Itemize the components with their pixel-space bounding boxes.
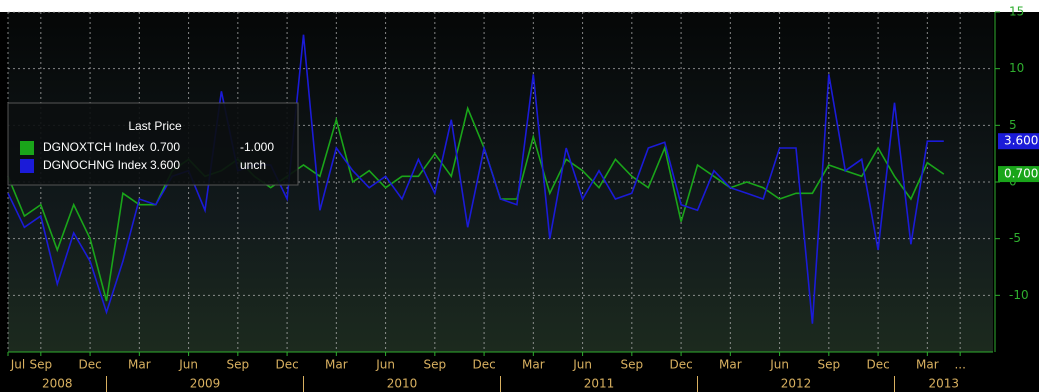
x-tick-label: Sep [30, 358, 53, 372]
legend-name: DGNOXTCH Index [43, 140, 144, 154]
year-label: 2009 [190, 377, 221, 391]
x-tick-label: Jun [769, 358, 789, 372]
x-tick-label: Dec [472, 358, 495, 372]
y-tick-label: -5 [1009, 231, 1021, 245]
y-tick-label: 15 [1009, 5, 1024, 19]
y-tick-label: -10 [1009, 288, 1029, 302]
y-tick-label: 5 [1009, 118, 1017, 132]
series-line [7, 105, 945, 302]
last-value-label: 0.700 [1004, 167, 1038, 181]
legend-swatch [20, 141, 34, 155]
x-tick-label: Sep [818, 358, 841, 372]
legend-change: unch [240, 158, 266, 172]
legend-title: Last Price [128, 119, 182, 133]
year-label: 2012 [781, 377, 812, 391]
year-label: 2010 [387, 377, 418, 391]
legend-swatch [20, 159, 34, 173]
x-tick-label: Dec [275, 358, 298, 372]
x-tick-label: Mar [916, 358, 939, 372]
year-label: 2011 [584, 377, 615, 391]
last-value-tag [998, 133, 1039, 150]
x-tick-label: Mar [719, 358, 742, 372]
year-label: 2008 [42, 377, 73, 391]
series-line [7, 34, 944, 324]
x-tick-label: Mar [325, 358, 348, 372]
x-tick-label: Jun [178, 358, 198, 372]
x-tick-label: Dec [866, 358, 889, 372]
legend-name: DGNOCHNG Index [43, 158, 147, 172]
legend-last: 3.600 [150, 158, 180, 172]
x-tick-label: Sep [621, 358, 644, 372]
x-tick-label: Sep [424, 358, 447, 372]
x-tick-label: Jun [572, 358, 592, 372]
x-tick-label: Jul [10, 358, 25, 372]
x-tick-label: ... [954, 358, 965, 372]
legend-box [7, 102, 299, 186]
x-tick-label: Mar [522, 358, 545, 372]
y-tick-label: 10 [1009, 61, 1024, 75]
year-label: 2013 [928, 377, 959, 391]
x-tick-label: Jun [375, 358, 395, 372]
legend-last: 0.700 [150, 140, 180, 154]
legend-change: -1.000 [240, 140, 274, 154]
x-tick-label: Mar [128, 358, 151, 372]
x-tick-label: Sep [227, 358, 250, 372]
x-tick-label: Dec [78, 358, 101, 372]
x-tick-label: Dec [669, 358, 692, 372]
last-value-label: 3.600 [1004, 134, 1038, 148]
last-value-tag [998, 166, 1039, 183]
